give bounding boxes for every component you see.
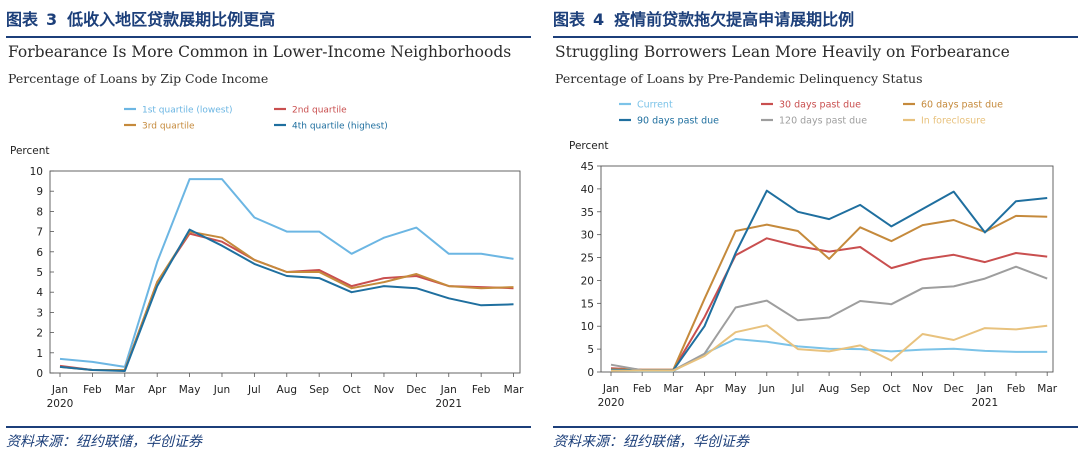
y-tick-label: 7 [36,227,43,239]
chart-title: Forbearance Is More Common in Lower-Inco… [8,43,512,61]
legend-label: In foreclosure [921,116,986,127]
series-line-in-foreclosure [611,324,1048,372]
legend-label: 120 days past due [779,116,867,127]
y-tick-label: 6 [36,247,43,259]
chart-title: Struggling Borrowers Lean More Heavily o… [555,43,1010,61]
y-axis-label: Percent [10,145,50,157]
y-tick-label: 0 [587,367,594,379]
y-tick-label: 1 [36,348,43,360]
figure-caption-number: 4 [593,10,605,29]
x-tick-label: Nov [912,383,933,395]
figure-panel-right: 图表 4 疫情前贷款拖欠提高申请展期比例 Struggling Borrowers … [553,0,1078,462]
x-tick-label: Feb [1007,383,1026,395]
figure-caption-label: 图表 [6,10,39,29]
legend-label: 4th quartile (highest) [292,122,388,132]
source-divider [553,426,1078,428]
plot-frame [600,165,1054,373]
source-divider [6,426,531,428]
x-tick-label: Aug [277,384,298,396]
figure-caption: 图表 3 低收入地区贷款展期比例更高 [6,6,275,30]
x-tick-label: Apr [148,384,167,396]
x-tick-label: Mar [115,384,135,396]
line-chart-delinquency-status: 0 5 10 15 20 25 30 35 40 45 Jan Feb Mar Apr May Jun Jul A… [569,100,1058,410]
x-tick-label: Jan [602,383,619,395]
y-tick-label: 15 [581,298,594,310]
figure-caption-label: 图表 [553,10,586,29]
x-tick-label: Oct [882,383,900,395]
figure-caption-number: 3 [46,10,58,29]
y-tick-label: 40 [581,184,594,196]
y-tick-label: 8 [36,206,43,218]
x-tick-label: Sep [309,384,329,396]
x-tick-label: Dec [406,384,427,396]
y-tick-label: 30 [581,230,594,242]
x-tick-label: Feb [633,383,652,395]
chart-subtitle: Percentage of Loans by Zip Code Income [8,71,269,86]
x-tick-label: Jun [213,384,230,396]
series-line-30-days-past-due [610,237,1048,371]
source-note: 资料来源：纽约联储，华创证券 [6,434,202,450]
y-tick-label: 10 [30,166,43,178]
line-chart-zip-income: 0 1 2 3 4 5 6 7 8 9 10 Jan Feb Mar Apr May Jun Jul Aug Sep O… [10,106,524,411]
y-tick-label: 4 [36,287,43,299]
x-tick-label: Jan [976,383,993,395]
legend-label: 60 days past due [921,100,1003,111]
series-line-60-days-past-due [610,214,1048,371]
legend-label: 3rd quartile [142,122,195,132]
x-year-label: 2021 [972,397,999,409]
figure-caption-text: 疫情前贷款拖欠提高申请展期比例 [614,10,855,29]
x-tick-label: Nov [374,384,395,396]
series-line-2nd-quartile [59,232,514,371]
x-tick-label: Mar [504,384,524,396]
x-tick-label: Mar [663,383,683,395]
y-tick-label: 25 [581,253,594,265]
x-tick-label: Feb [472,384,491,396]
x-tick-label: Jun [758,383,775,395]
legend-label: 1st quartile (lowest) [142,106,233,116]
y-tick-label: 0 [36,368,43,380]
y-tick-label: 10 [581,321,594,333]
x-year-label: 2021 [435,398,462,410]
series-line-120-days-past-due [610,265,1048,372]
x-tick-label: Jan [51,384,68,396]
legend-label: 90 days past due [637,116,719,127]
y-tick-label: 2 [36,328,43,340]
x-tick-label: Jan [440,384,457,396]
x-tick-label: Jul [247,384,261,396]
x-tick-label: Sep [850,383,870,395]
x-tick-label: Aug [819,383,840,395]
y-tick-label: 35 [581,207,594,219]
y-tick-label: 5 [587,344,594,356]
source-note: 资料来源：纽约联储，华创证券 [553,434,749,450]
x-tick-label: Oct [342,384,360,396]
y-tick-label: 5 [36,267,43,279]
caption-divider [6,36,531,38]
x-year-label: 2020 [47,398,74,410]
x-tick-label: May [179,384,201,396]
x-year-label: 2020 [598,397,625,409]
figure-panel-left: 图表 3 低收入地区贷款展期比例更高 Forbearance Is More Com… [6,0,531,462]
x-tick-label: Dec [944,383,965,395]
series-line-4th-quartile-highest [59,228,514,372]
y-tick-label: 9 [36,186,43,198]
x-tick-label: Feb [83,384,102,396]
legend-label: Current [637,100,673,111]
figure-caption-text: 低收入地区贷款展期比例更高 [67,10,276,29]
x-tick-label: Jul [791,383,805,395]
x-tick-label: May [725,383,747,395]
series-line-90-days-past-due [610,189,1048,372]
y-axis-label: Percent [569,140,609,152]
y-tick-label: 20 [581,275,594,287]
caption-divider [553,36,1078,38]
series-line-1st-quartile-lowest [59,178,514,368]
y-tick-label: 45 [581,161,594,173]
x-tick-label: Apr [695,383,714,395]
chart-subtitle: Percentage of Loans by Pre-Pandemic Deli… [555,71,923,86]
figure-caption: 图表 4 疫情前贷款拖欠提高申请展期比例 [553,6,854,30]
legend-label: 2nd quartile [292,106,347,116]
legend-label: 30 days past due [779,100,861,111]
y-tick-label: 3 [36,307,43,319]
x-tick-label: Mar [1037,383,1057,395]
